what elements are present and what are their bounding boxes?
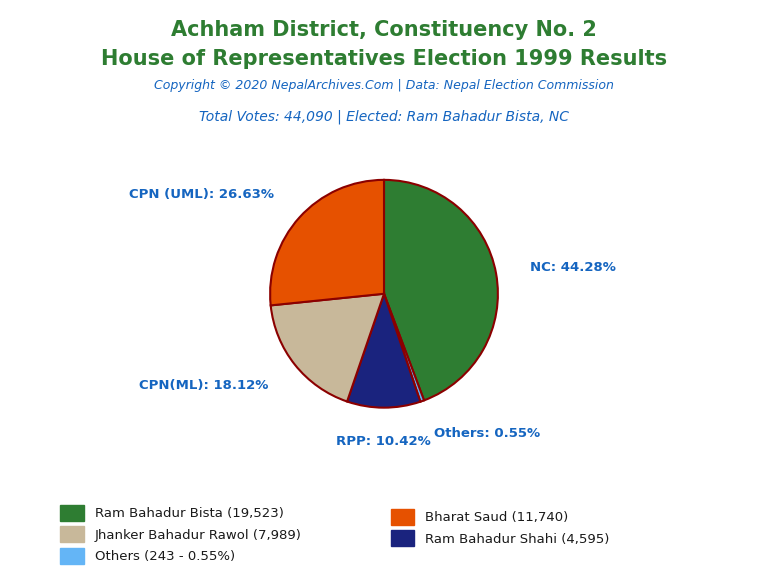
Text: Copyright © 2020 NepalArchives.Com | Data: Nepal Election Commission: Copyright © 2020 NepalArchives.Com | Dat… [154,79,614,93]
Text: Total Votes: 44,090 | Elected: Ram Bahadur Bista, NC: Total Votes: 44,090 | Elected: Ram Bahad… [199,109,569,124]
Wedge shape [384,294,424,401]
Legend: Ram Bahadur Bista (19,523), Jhanker Bahadur Rawol (7,989), Others (243 - 0.55%): Ram Bahadur Bista (19,523), Jhanker Baha… [61,505,302,564]
Text: CPN (UML): 26.63%: CPN (UML): 26.63% [129,188,274,201]
Text: House of Representatives Election 1999 Results: House of Representatives Election 1999 R… [101,49,667,69]
Text: Achham District, Constituency No. 2: Achham District, Constituency No. 2 [171,20,597,40]
Text: RPP: 10.42%: RPP: 10.42% [336,435,431,448]
Text: NC: 44.28%: NC: 44.28% [530,261,615,274]
Text: CPN(ML): 18.12%: CPN(ML): 18.12% [139,380,268,392]
Wedge shape [270,180,384,305]
Text: Others: 0.55%: Others: 0.55% [434,427,540,439]
Wedge shape [270,294,384,401]
Legend: Bharat Saud (11,740), Ram Bahadur Shahi (4,595): Bharat Saud (11,740), Ram Bahadur Shahi … [391,509,609,547]
Wedge shape [347,294,420,408]
Wedge shape [384,180,498,400]
